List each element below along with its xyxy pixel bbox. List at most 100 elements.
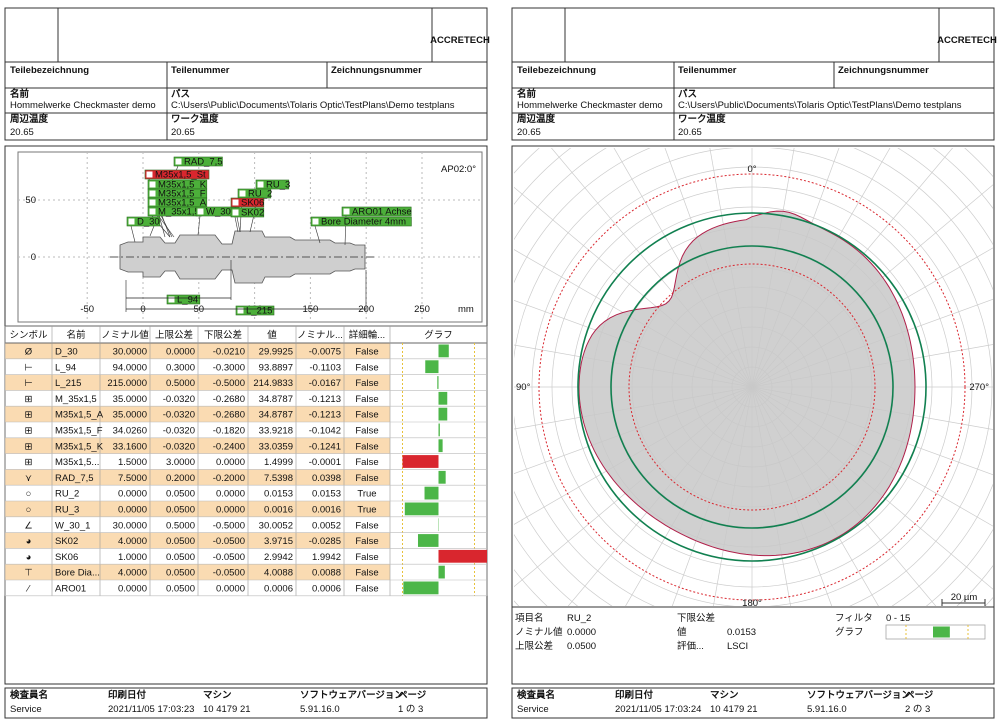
cell: -0.0210 — [213, 347, 245, 358]
dimension-tag-text: L_94 — [177, 294, 198, 305]
symbol: ∠ — [24, 520, 33, 531]
row-band — [5, 564, 390, 580]
dimension-tag-text: Bore Diameter 4mm — [321, 216, 406, 227]
outer-ref-circle — [577, 212, 927, 562]
cell: False — [355, 378, 378, 389]
info-label: 下限公差 — [677, 612, 715, 624]
symbol: ⊢ — [24, 378, 32, 389]
footer-value: 5.91.16.0 — [300, 704, 340, 715]
x-tick-label: -50 — [80, 304, 94, 315]
leader-line — [130, 225, 136, 243]
leader-line — [314, 225, 321, 244]
cell: 94.0000 — [113, 362, 147, 373]
cell: -0.1042 — [309, 426, 341, 437]
column-header: 詳細輪... — [349, 329, 385, 341]
tag-icon — [197, 208, 204, 215]
column-header: 下限公差 — [204, 329, 242, 341]
cell: 0.0000 — [216, 457, 245, 468]
cell: -0.1103 — [309, 362, 341, 373]
upper-limit-circle — [538, 173, 966, 601]
header-label: Teilenummer — [171, 65, 230, 76]
leader-line — [234, 216, 239, 233]
header-label: 周辺温度 — [517, 113, 556, 125]
cell: 0.0500 — [166, 584, 195, 595]
footer-value: 10 4179 21 — [710, 704, 758, 715]
info-value: 0 - 15 — [886, 613, 910, 624]
header-value: 20.65 — [171, 127, 195, 138]
cell: -0.0500 — [213, 568, 245, 579]
cell: 2.9942 — [264, 552, 293, 563]
x-tick-label: 0 — [140, 304, 145, 315]
cell: L_94 — [55, 362, 76, 373]
info-label: ノミナル値 — [515, 626, 563, 638]
footer-box — [4, 687, 488, 719]
cell: 30.0052 — [259, 520, 293, 531]
tag-icon — [237, 307, 244, 314]
header-label: 名前 — [517, 88, 537, 100]
cell: False — [355, 362, 378, 373]
y-tick-label: 0 — [31, 252, 36, 263]
symbol: ◕ — [26, 536, 32, 547]
cell: 0.0000 — [118, 505, 147, 516]
header-box — [4, 7, 488, 141]
cell: 33.0359 — [259, 441, 293, 452]
footer-label: マシン — [710, 690, 739, 701]
footer-value: 5.91.16.0 — [807, 704, 847, 715]
dimension-tag-text: RU_3 — [266, 179, 290, 190]
cell: SK06 — [55, 552, 78, 563]
symbol: ○ — [26, 489, 32, 500]
deviation-bar — [437, 376, 439, 389]
deviation-bar — [425, 360, 439, 374]
cell: -0.1820 — [213, 426, 245, 437]
deviation-bar — [438, 344, 449, 358]
footer-label: ソフトウェアバージョン — [300, 689, 404, 701]
cell: False — [355, 473, 378, 484]
footer-value: 1 の 3 — [398, 704, 423, 715]
tag-icon — [239, 190, 246, 197]
dimension-tag-text: M_35x1,5 — [158, 206, 200, 217]
tag-icon — [149, 190, 156, 197]
footer-label: 印刷日付 — [615, 689, 654, 701]
cell: -0.0320 — [163, 410, 195, 421]
cell: -0.2680 — [213, 410, 245, 421]
cell: 0.0000 — [216, 584, 245, 595]
header-label: Zeichnungsnummer — [838, 65, 929, 76]
deviation-bar — [404, 502, 439, 516]
footer-label: ソフトウェアバージョン — [807, 689, 911, 701]
angle-label: 90° — [516, 382, 531, 393]
cell: 3.9715 — [264, 536, 293, 547]
symbol: ⊞ — [25, 426, 33, 437]
symbol: ⊞ — [25, 394, 33, 405]
dimension-tag — [166, 294, 201, 305]
cell: 4.0000 — [118, 536, 147, 547]
cell: True — [357, 505, 376, 516]
cell: 35.0000 — [113, 410, 147, 421]
row-band — [5, 406, 390, 422]
column-header: 値 — [267, 329, 277, 341]
angle-label: 270° — [969, 382, 989, 393]
row-band — [5, 374, 390, 391]
dimension-tag-text: M35x1,5_F — [158, 188, 206, 199]
header-value: C:\Users\Public\Documents\Tolaris Optic\… — [171, 100, 455, 111]
footer-value: Service — [10, 704, 42, 715]
cell: 0.0000 — [166, 347, 195, 358]
cell: -0.2000 — [213, 473, 245, 484]
deviation-bar — [424, 486, 439, 500]
cell: -0.1241 — [309, 441, 341, 452]
symbol: ⊞ — [25, 457, 33, 468]
header-label: 名前 — [10, 88, 30, 100]
cell: 0.0016 — [312, 505, 341, 516]
row-band — [5, 437, 390, 454]
cell: False — [355, 584, 378, 595]
footer-box — [511, 687, 995, 719]
cell: ARO01 — [55, 584, 86, 595]
x-tick-label: 50 — [194, 304, 205, 315]
cell: RU_2 — [55, 489, 79, 500]
column-header: グラフ — [424, 329, 453, 341]
cell: -0.1213 — [309, 410, 341, 421]
dimension-tag — [230, 207, 265, 218]
footer-label: 検査員名 — [10, 689, 48, 701]
cell: -0.2400 — [213, 441, 245, 452]
dimension-tag — [144, 169, 210, 180]
deviation-bar — [417, 534, 439, 547]
